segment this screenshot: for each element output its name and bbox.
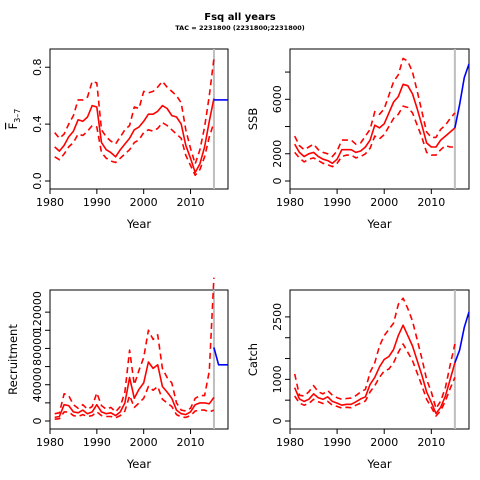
- recruitment-series-projection: [213, 347, 228, 366]
- catch-xlabel: Year: [366, 457, 392, 471]
- recruitment-series-estimate: [54, 361, 215, 419]
- catch-ylabel: Catch: [246, 343, 260, 376]
- panel-f: 1980 1990 2000 2010 0.0 0.4 0.8 Year F3–7: [6, 48, 229, 231]
- catch-ytick-label: 1000: [271, 365, 284, 393]
- ssb-ylabel: SSB: [246, 108, 260, 131]
- f-series-upper: [54, 58, 215, 165]
- ssb-ytick-label: 0: [271, 178, 284, 185]
- f-frame: [49, 48, 229, 190]
- catch-series-estimate: [293, 324, 456, 415]
- recruitment-frame: [49, 289, 229, 430]
- recruitment-ytick-label: 80000: [31, 331, 44, 366]
- recruitment-series-lower: [54, 385, 215, 420]
- figure-subtitle: TAC = 2231800 (2231800;2231800): [175, 24, 305, 32]
- recruitment-ytick-label: 120000: [31, 291, 44, 333]
- catch-xtick-label: 1990: [323, 436, 351, 449]
- ssb-xtick-label: 2000: [370, 196, 398, 209]
- panel-catch: 1980 1990 2000 2010 0 1000 2500 Year Catch: [246, 289, 470, 471]
- figure-title: Fsq all years: [204, 12, 275, 23]
- f-ylabel: F3–7: [6, 109, 22, 130]
- f-ytick-label: 0.4: [31, 115, 44, 133]
- recruitment-ytick-label: 40000: [31, 367, 44, 402]
- catch-series-projection: [454, 311, 470, 363]
- catch-series-lower: [294, 343, 456, 417]
- f-series-lower: [54, 121, 215, 177]
- catch-xtick-label: 1980: [276, 436, 304, 449]
- recruitment-xtick-label: 2010: [177, 436, 205, 449]
- recruitment-xtick-label: 1980: [36, 436, 64, 449]
- f-xtick-label: 2000: [130, 196, 158, 209]
- catch-ytick-label: 2500: [271, 303, 284, 331]
- f-xtick-label: 2010: [177, 196, 205, 209]
- panel-ssb: 1980 1990 2000 2010 0 2000 6000 Year SSB: [246, 48, 470, 231]
- recruitment-xtick-label: 2000: [130, 436, 158, 449]
- recruitment-ylabel: Recruitment: [6, 324, 20, 395]
- f-series-estimate: [54, 98, 215, 174]
- recruitment-series-upper: [54, 277, 215, 415]
- ssb-series-estimate: [294, 83, 456, 165]
- recruitment-xlabel: Year: [126, 457, 152, 471]
- f-xtick-label: 1980: [36, 196, 64, 209]
- f-ytick-label: 0.0: [31, 172, 44, 190]
- ssb-xtick-label: 1990: [323, 196, 351, 209]
- ssb-xtick-label: 2010: [417, 196, 445, 209]
- catch-xtick-label: 2010: [417, 436, 445, 449]
- ssb-series-projection: [454, 63, 470, 129]
- ssb-xtick-label: 1980: [276, 196, 304, 209]
- f-xtick-label: 1990: [83, 196, 111, 209]
- f-xlabel: Year: [126, 217, 152, 231]
- ylabel-main: F: [6, 123, 20, 130]
- catch-series-upper: [293, 297, 456, 410]
- catch-frame: [289, 289, 470, 430]
- ssb-frame: [289, 48, 470, 190]
- f-ytick-label: 0.8: [31, 58, 44, 76]
- catch-xtick-label: 2000: [370, 436, 398, 449]
- ssb-ytick-label: 6000: [271, 85, 284, 113]
- ylabel-sub: 3–7: [13, 109, 22, 123]
- recruitment-ytick-label: 0: [31, 418, 44, 425]
- catch-ytick-label: 0: [271, 418, 284, 425]
- ssb-ytick-label: 2000: [271, 140, 284, 168]
- ssb-series-lower: [294, 105, 455, 168]
- recruitment-xtick-label: 1990: [83, 436, 111, 449]
- ssb-series-upper: [293, 57, 456, 158]
- ssb-xlabel: Year: [366, 217, 392, 231]
